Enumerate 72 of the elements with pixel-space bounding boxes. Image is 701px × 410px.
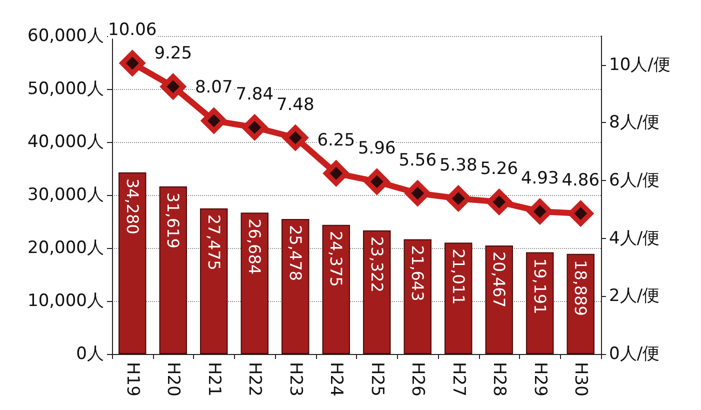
bar: [118, 172, 146, 354]
x-tick-label: H21: [204, 362, 224, 396]
data-label: 26,684: [245, 218, 264, 275]
data-label: 7.84: [236, 84, 274, 104]
y2-tick-label: 8人/便: [609, 112, 660, 133]
bar: [200, 208, 228, 354]
y-tick-label: 10,000人: [28, 291, 104, 311]
bar: [444, 242, 472, 354]
data-label: 21,643: [408, 245, 428, 302]
x-tick-label: H24: [326, 362, 346, 396]
data-label: 4.93: [520, 168, 559, 188]
x-tick-label: H26: [408, 362, 428, 396]
data-label: 34,280: [122, 178, 142, 234]
x-tick-label: H19: [122, 362, 142, 396]
data-label: 27,475: [204, 214, 224, 270]
x-tick-label: H23: [285, 362, 306, 396]
point: [446, 186, 471, 211]
point: [527, 198, 552, 224]
y2-tick-label: 2人/便: [609, 286, 660, 306]
y-tick-label: 0人: [76, 344, 104, 364]
data-label: 25,478: [286, 224, 305, 281]
bar: [404, 239, 432, 354]
y2-tick-label: 10人/便: [609, 54, 670, 75]
x-tick-label: H27: [448, 362, 468, 396]
bar: [240, 212, 268, 354]
y-tick-label: 20,000人: [28, 238, 104, 258]
data-label: 5.38: [439, 155, 478, 176]
data-label: 5.56: [398, 150, 437, 170]
data-label: 10.06: [108, 20, 157, 40]
bar: [526, 252, 554, 354]
y-tick-label: 40,000人: [28, 132, 104, 152]
bar: [322, 224, 350, 354]
point: [282, 125, 308, 150]
point: [242, 114, 268, 140]
x-tick-label: H20: [163, 362, 184, 396]
data-label: 20,467: [490, 252, 509, 308]
bar: [363, 230, 391, 354]
point: [201, 108, 226, 134]
x-tick-label: H25: [366, 362, 387, 396]
bar: [485, 246, 513, 354]
point: [324, 160, 349, 186]
x-tick-label: H29: [530, 362, 550, 396]
point: [120, 50, 145, 76]
point: [364, 169, 390, 194]
point: [568, 201, 594, 226]
x-tick-label: H22: [244, 362, 265, 396]
data-label: 23,322: [367, 236, 386, 292]
x-tick-label: H28: [489, 362, 510, 396]
data-label: 21,011: [448, 248, 468, 305]
data-label: 8.07: [194, 78, 233, 98]
bar: [282, 218, 310, 354]
point: [486, 189, 512, 214]
y2-tick-label: 0人/便: [609, 344, 660, 364]
data-label: 31,619: [164, 192, 183, 248]
data-label: 7.48: [276, 94, 314, 115]
y2-tick-label: 6人/便: [609, 170, 660, 191]
data-label: 5.96: [358, 138, 396, 159]
point: [405, 180, 430, 206]
point: [160, 74, 186, 100]
y-tick-label: 30,000人: [28, 185, 104, 205]
bar: [159, 186, 187, 354]
data-label: 19,191: [530, 258, 550, 314]
y2-tick-label: 4人/便: [609, 228, 660, 248]
data-label: 6.25: [317, 130, 356, 150]
data-label: 4.86: [562, 170, 600, 190]
data-label: 5.26: [480, 158, 518, 179]
y-tick-label: 50,000人: [28, 79, 104, 99]
data-label: 9.25: [154, 44, 192, 64]
y-tick-label: 60,000人: [28, 26, 104, 46]
x-tick-label: H30: [570, 362, 591, 396]
data-label: 24,375: [326, 230, 346, 287]
data-label: 18,889: [571, 260, 590, 316]
